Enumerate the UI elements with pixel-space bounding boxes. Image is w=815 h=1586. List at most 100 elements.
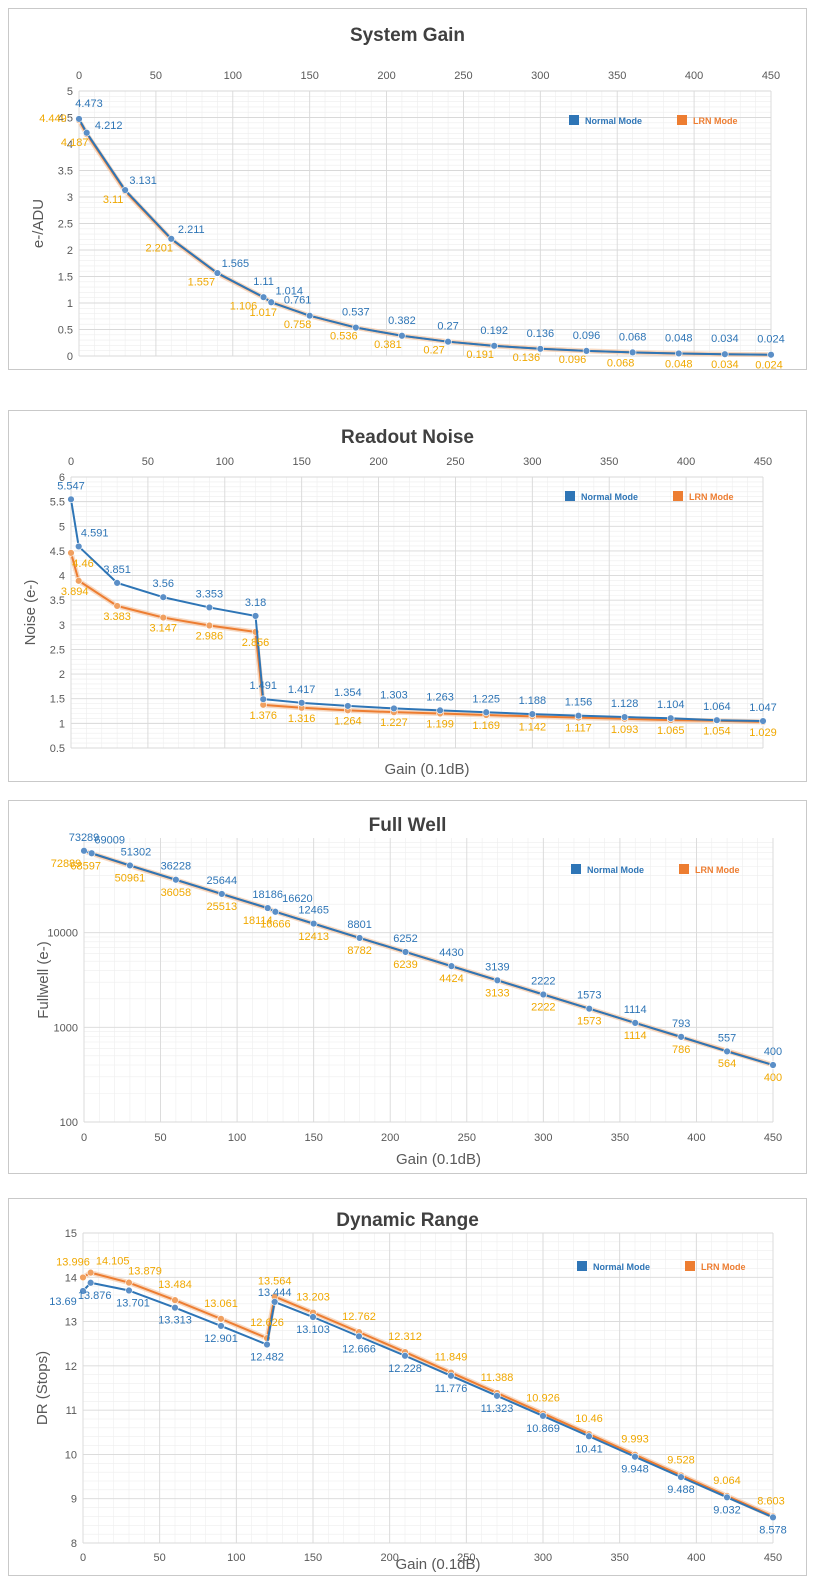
y-tick-label: 4.5 bbox=[50, 546, 65, 558]
lrn-data-point bbox=[160, 614, 167, 621]
y-tick-label: 5 bbox=[67, 86, 73, 98]
normal-data-label: 16620 bbox=[282, 893, 313, 905]
normal-data-point bbox=[575, 712, 582, 719]
minor-grid bbox=[84, 838, 773, 1122]
normal-data-label: 1.188 bbox=[519, 695, 547, 707]
x-tick-label: 200 bbox=[369, 456, 387, 468]
normal-data-point bbox=[391, 705, 398, 712]
x-tick-label: 100 bbox=[224, 70, 242, 82]
x-axis-label: Gain (0.1dB) bbox=[396, 1151, 481, 1168]
lrn-data-label: 1.093 bbox=[611, 724, 639, 736]
normal-data-point bbox=[298, 699, 305, 706]
normal-data-label: 11.776 bbox=[435, 1383, 468, 1395]
legend-swatch bbox=[673, 491, 683, 501]
lrn-data-label: 36058 bbox=[161, 887, 192, 899]
normal-data-point bbox=[264, 905, 271, 912]
lrn-data-label: 1.199 bbox=[426, 719, 454, 731]
x-tick-label: 200 bbox=[381, 1132, 399, 1144]
lrn-data-label: 8782 bbox=[347, 945, 371, 957]
chart-title: Readout Noise bbox=[341, 427, 474, 448]
lrn-data-label: 13.879 bbox=[128, 1266, 162, 1278]
normal-data-label: 3.131 bbox=[129, 175, 157, 187]
normal-data-label: 400 bbox=[764, 1046, 782, 1058]
y-tick-label: 1 bbox=[67, 298, 73, 310]
y-tick-label: 2 bbox=[59, 669, 65, 681]
lrn-data-label: 13.061 bbox=[204, 1298, 238, 1310]
normal-data-point bbox=[632, 1453, 639, 1460]
x-tick-label: 0 bbox=[76, 70, 82, 82]
normal-data-point bbox=[88, 850, 95, 857]
lrn-data-label: 2222 bbox=[531, 1002, 555, 1014]
lrn-data-label: 786 bbox=[672, 1044, 690, 1056]
x-tick-label: 50 bbox=[150, 70, 162, 82]
y-tick-label: 2.5 bbox=[50, 644, 65, 656]
normal-data-point bbox=[344, 703, 351, 710]
normal-data-point bbox=[437, 707, 444, 714]
y-tick-label: 1.5 bbox=[58, 272, 73, 284]
normal-data-point bbox=[272, 908, 279, 915]
lrn-data-label: 1.227 bbox=[380, 717, 408, 729]
normal-data-label: 0.192 bbox=[480, 325, 508, 337]
normal-data-label: 1.047 bbox=[749, 702, 777, 714]
normal-data-point bbox=[127, 862, 134, 869]
normal-data-label: 0.537 bbox=[342, 307, 370, 319]
normal-data-label: 8.578 bbox=[759, 1524, 787, 1536]
lrn-data-label: 3.894 bbox=[61, 586, 89, 598]
x-tick-label: 400 bbox=[687, 1552, 705, 1564]
normal-data-label: 10.869 bbox=[526, 1423, 560, 1435]
y-tick-label: 0.5 bbox=[58, 325, 73, 337]
normal-data-point bbox=[540, 991, 547, 998]
x-tick-label: 50 bbox=[142, 456, 154, 468]
lrn-data-point bbox=[206, 622, 213, 629]
normal-data-label: 13.69 bbox=[49, 1296, 77, 1308]
normal-data-label: 12.482 bbox=[250, 1352, 284, 1364]
lrn-data-label: 3.383 bbox=[103, 611, 131, 623]
normal-data-point bbox=[218, 1323, 225, 1330]
lrn-data-label: 3133 bbox=[485, 987, 509, 999]
y-tick-label: 4 bbox=[59, 571, 65, 583]
normal-data-label: 3.353 bbox=[196, 588, 224, 600]
lrn-data-point bbox=[87, 1269, 94, 1276]
normal-data-point bbox=[68, 496, 75, 503]
y-tick-label: 10 bbox=[65, 1449, 77, 1461]
x-tick-label: 450 bbox=[754, 456, 772, 468]
y-tick-label: 3 bbox=[59, 620, 65, 632]
legend-label: Normal Mode bbox=[587, 865, 644, 875]
x-tick-label: 100 bbox=[227, 1552, 245, 1564]
x-tick-label: 0 bbox=[68, 456, 74, 468]
legend-swatch bbox=[679, 864, 689, 874]
x-tick-label: 300 bbox=[534, 1552, 552, 1564]
normal-data-point bbox=[122, 187, 129, 194]
lrn-data-label: 9.993 bbox=[621, 1434, 649, 1446]
normal-data-point bbox=[218, 891, 225, 898]
normal-data-point bbox=[87, 1279, 94, 1286]
legend-label: Normal Mode bbox=[585, 116, 642, 126]
normal-data-point bbox=[667, 715, 674, 722]
lrn-data-label: 13.564 bbox=[258, 1276, 292, 1288]
normal-data-label: 9.948 bbox=[621, 1464, 649, 1476]
chart-title: Full Well bbox=[369, 815, 447, 836]
dynamic-range-chart-panel: 0 50 100 150 200 250 300 350 400 450 8 9 10 11 12 13 14 1… bbox=[8, 1198, 807, 1576]
normal-data-point bbox=[448, 1372, 455, 1379]
lrn-data-label: 10.926 bbox=[526, 1392, 560, 1404]
x-tick-label: 300 bbox=[523, 456, 541, 468]
lrn-data-label: 564 bbox=[718, 1058, 736, 1070]
normal-data-label: 0.136 bbox=[527, 328, 555, 340]
normal-data-point bbox=[206, 604, 213, 611]
x-tick-label: 200 bbox=[377, 70, 395, 82]
legend-swatch bbox=[571, 864, 581, 874]
normal-data-point bbox=[402, 949, 409, 956]
x-tick-label: 400 bbox=[687, 1132, 705, 1144]
y-tick-label: 15 bbox=[65, 1228, 77, 1240]
lrn-data-label: 12.626 bbox=[250, 1317, 284, 1329]
normal-data-point bbox=[445, 338, 452, 345]
normal-data-label: 12.901 bbox=[204, 1333, 238, 1345]
normal-data-label: 1.11 bbox=[253, 276, 274, 288]
x-tick-label: 450 bbox=[764, 1552, 782, 1564]
legend-swatch bbox=[577, 1261, 587, 1271]
normal-data-point bbox=[76, 116, 83, 123]
x-tick-label: 150 bbox=[292, 456, 310, 468]
lrn-data-label: 0.381 bbox=[374, 339, 402, 351]
y-tick-label: 2 bbox=[67, 245, 73, 257]
lrn-data-label: 9.528 bbox=[667, 1454, 695, 1466]
